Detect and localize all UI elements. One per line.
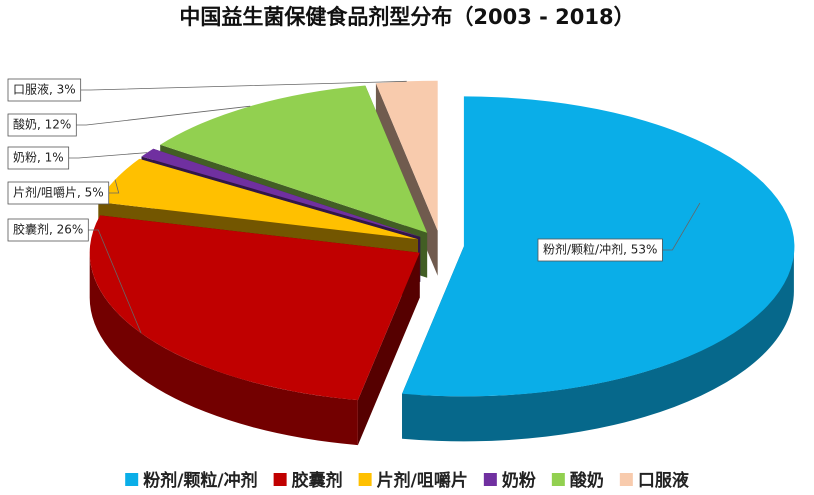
legend-label: 奶粉 [502,470,536,491]
leader-line [76,105,251,126]
data-label: 胶囊剂, 26% [13,222,83,237]
leader-line [68,152,148,159]
legend-swatch [273,473,287,486]
data-label-box [7,146,70,170]
slice [402,96,795,442]
leader-line [108,179,120,194]
slice-side [402,246,794,442]
legend-swatch [619,473,633,486]
legend-swatch [551,473,565,486]
data-label: 奶粉, 1% [13,151,64,165]
data-label-box [7,78,82,102]
data-label-box [537,238,663,262]
legend: 粉剂/颗粒/冲剂 胶囊剂 片剂/咀嚼片 奶粉 酸奶 口服液 [125,470,689,491]
leader-line [80,80,407,91]
slice-top [89,215,420,401]
slice-wall [357,252,420,446]
slice-top [98,158,419,240]
data-label-box [7,113,77,137]
legend-label: 胶囊剂 [292,470,343,491]
legend-label: 片剂/咀嚼片 [377,470,468,491]
legend-swatch [358,473,372,486]
data-label: 酸奶, 12% [13,117,71,132]
leader-line [662,202,701,251]
data-label-box [7,181,110,205]
legend-swatch [125,473,139,486]
data-label: 片剂/咀嚼片, 5% [13,185,104,200]
data-label: 粉剂/颗粒/冲剂, 53% [543,242,657,257]
chart-title: 中国益生菌保健食品剂型分布（2003 - 2018） [179,5,634,29]
legend-label: 酸奶 [570,470,604,491]
slice-top [160,85,428,233]
slice-top [375,80,438,231]
legend-label: 粉剂/颗粒/冲剂 [143,470,257,491]
slice-top [141,148,421,237]
legend-label: 口服液 [638,470,689,491]
data-label: 口服液, 3% [13,82,76,97]
data-label-box [7,218,89,242]
slice-side [89,252,358,446]
leader-line [88,229,142,334]
slice [89,215,420,446]
legend-swatch [483,473,497,486]
